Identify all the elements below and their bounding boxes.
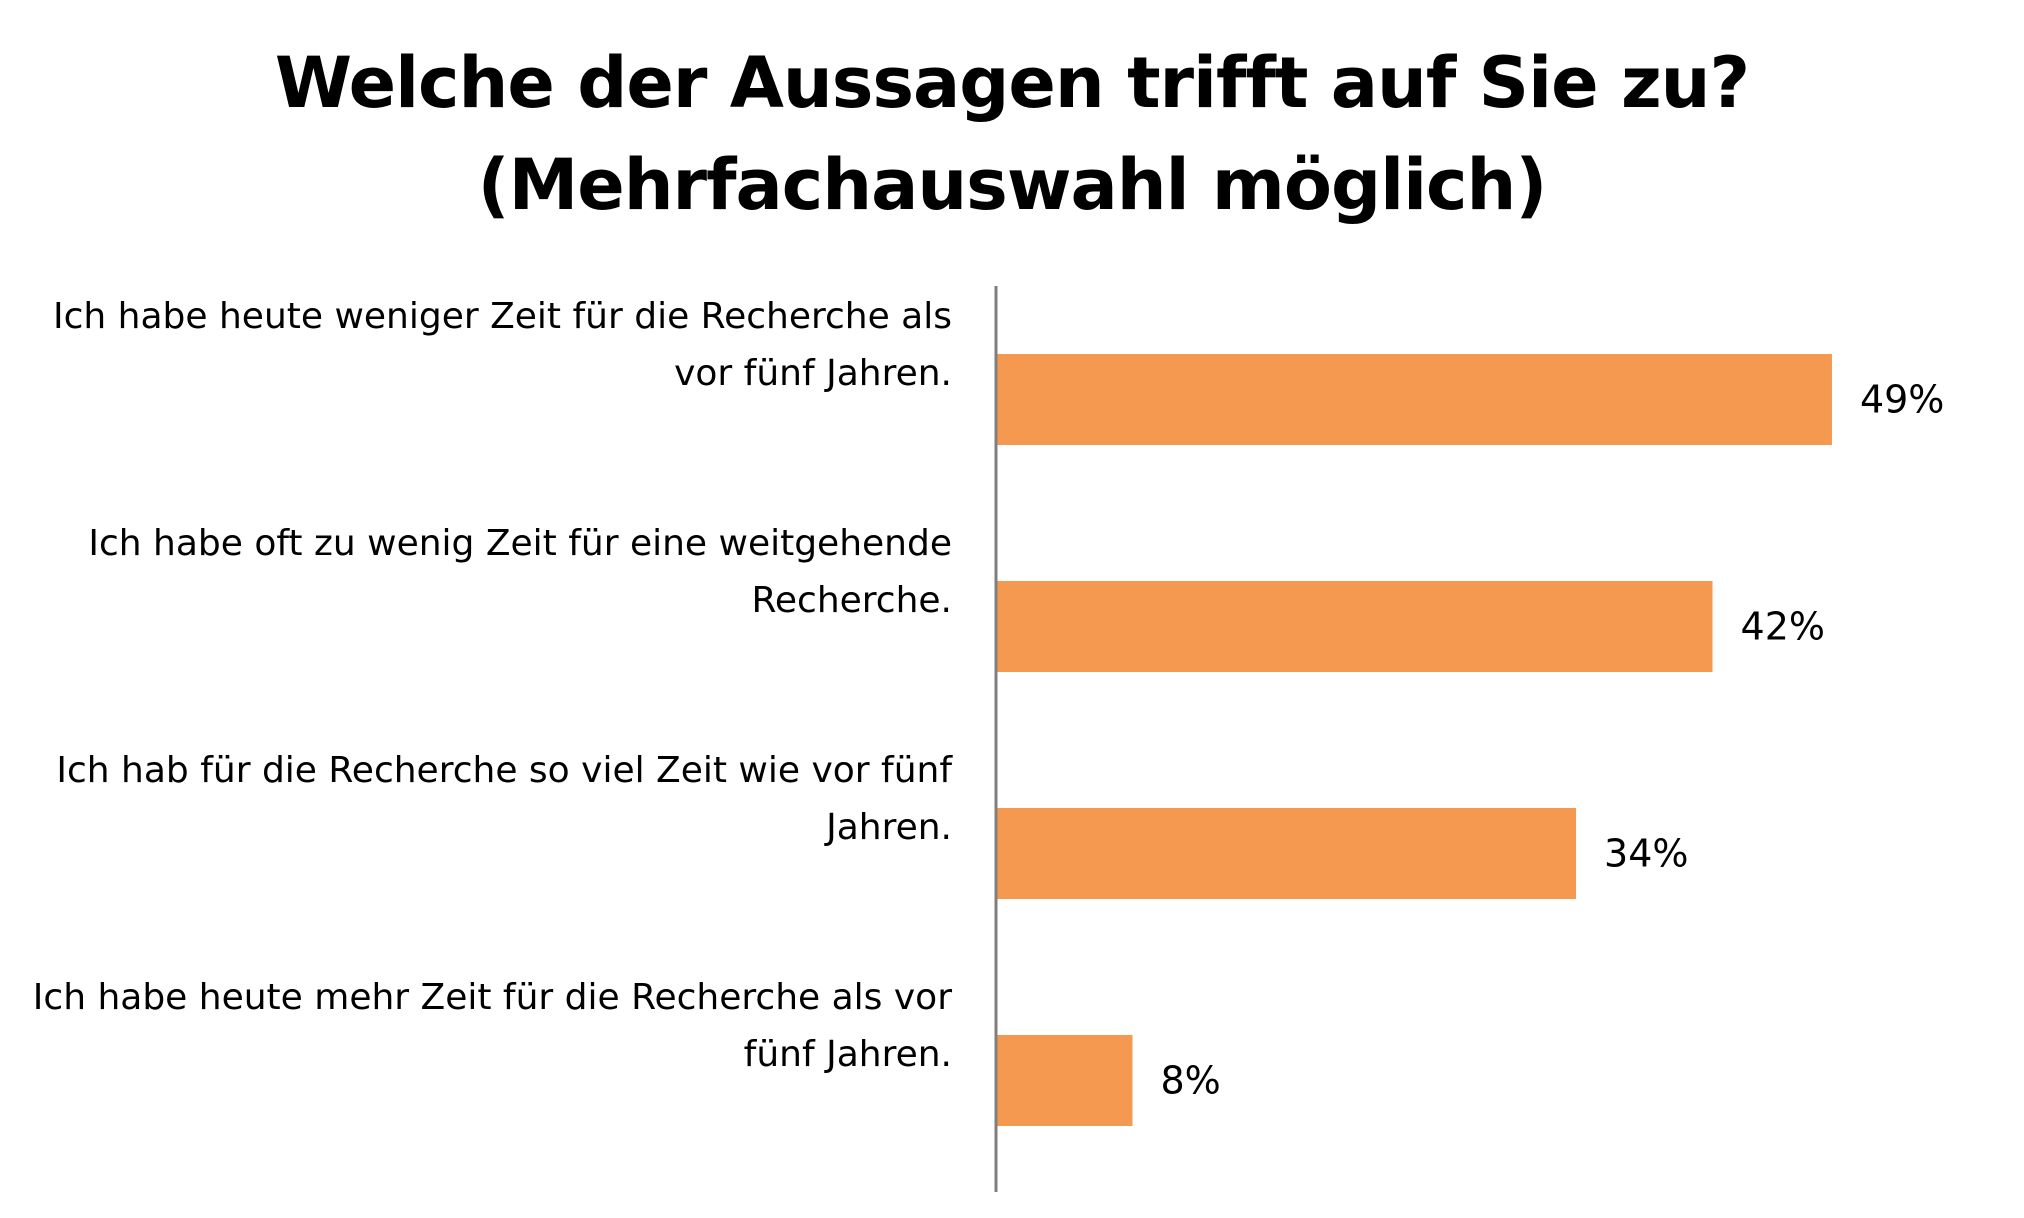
category-label-4-line-2: fünf Jahren. (744, 1034, 952, 1075)
chart-title-line-1: Welche der Aussagen trifft auf Sie zu? (274, 42, 1750, 124)
bar-3 (996, 808, 1577, 899)
category-label-2-line-1: Ich habe oft zu wenig Zeit für eine weit… (88, 523, 952, 564)
value-label-2: 42% (1741, 605, 1825, 649)
chart-title-line-2: (Mehrfachauswahl möglich) (477, 144, 1548, 226)
value-label-1: 49% (1860, 378, 1944, 422)
bar-2 (996, 581, 1713, 672)
value-label-4: 8% (1160, 1059, 1220, 1103)
category-label-3-line-1: Ich hab für die Recherche so viel Zeit w… (56, 750, 953, 791)
category-label-2-line-2: Recherche. (751, 580, 952, 621)
category-label-1-line-1: Ich habe heute weniger Zeit für die Rech… (53, 296, 952, 337)
category-label-1-line-2: vor fünf Jahren. (674, 353, 952, 394)
chart-title: Welche der Aussagen trifft auf Sie zu? (… (0, 32, 2024, 236)
bar-4 (996, 1035, 1133, 1126)
category-label-4-line-1: Ich habe heute mehr Zeit für die Recherc… (33, 977, 952, 1018)
category-label-3-line-2: Jahren. (824, 807, 952, 848)
bar-1 (996, 354, 1832, 445)
value-label-3: 34% (1604, 832, 1688, 876)
